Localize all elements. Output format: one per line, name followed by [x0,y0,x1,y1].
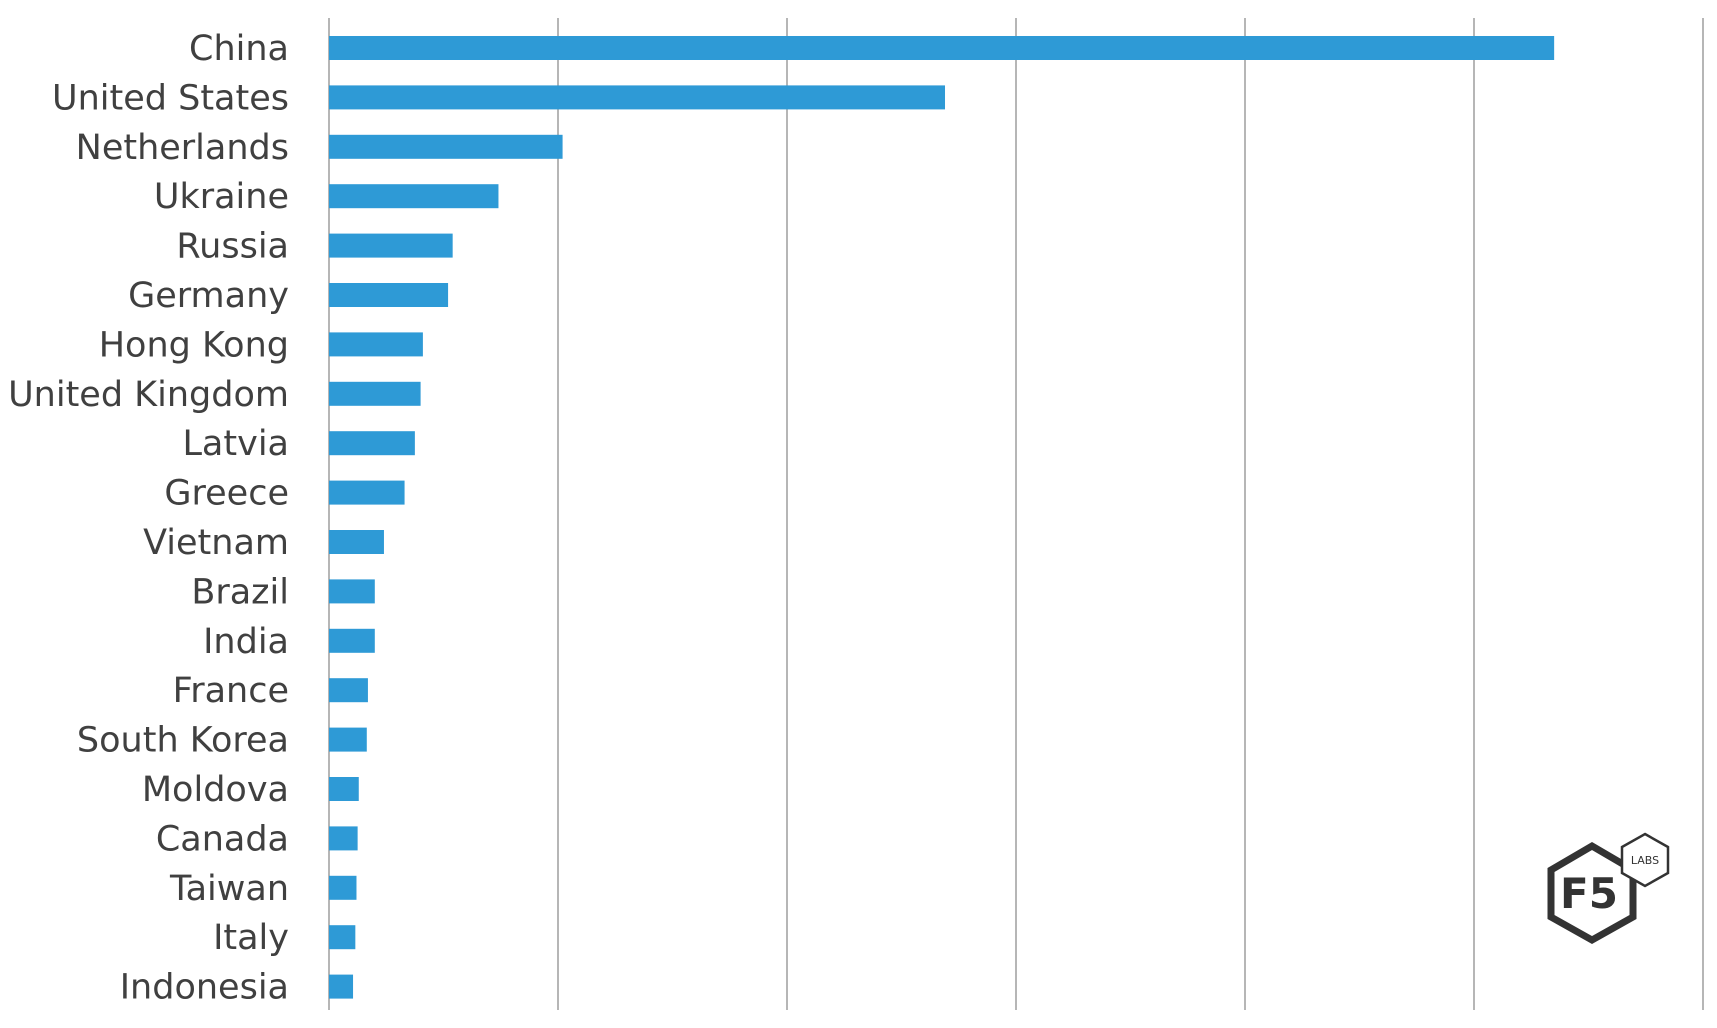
bar-moldova [329,777,359,801]
bar-united-kingdom [329,381,421,406]
f5-logo-text: F5 [1560,869,1618,918]
bar-indonesia [329,974,354,999]
category-label-france: France [173,671,289,711]
category-label-china: China [189,29,289,69]
bar-ukraine [329,184,499,209]
category-label-indonesia: Indonesia [120,968,289,1008]
bar-taiwan [329,875,357,900]
labs-hexagon-icon [1620,832,1670,888]
f5-labs-logo: F5 LABS [1547,832,1670,945]
bar-italy [329,925,356,950]
bar-vietnam [329,530,384,554]
category-label-united-states: United States [52,78,289,118]
bar-hong-kong [329,332,423,357]
bar-france [329,678,368,703]
category-label-germany: Germany [128,276,289,316]
category-label-brazil: Brazil [191,572,289,612]
bar-germany [329,283,449,307]
gridlines [328,18,1704,1010]
bar-south-korea [329,727,367,752]
category-label-taiwan: Taiwan [169,869,289,909]
category-label-netherlands: Netherlands [76,128,289,168]
labs-logo-text: LABS [1631,854,1659,867]
category-label-russia: Russia [176,227,289,267]
bars [329,36,1555,999]
category-label-italy: Italy [213,918,289,958]
bar-greece [329,480,405,505]
category-label-india: India [203,622,289,662]
category-label-south-korea: South Korea [77,721,289,761]
bar-russia [329,233,453,258]
category-label-ukraine: Ukraine [154,177,289,217]
category-label-moldova: Moldova [142,770,289,810]
category-label-greece: Greece [164,474,289,514]
category-label-united-kingdom: United Kingdom [8,375,289,415]
bar-china [329,36,1555,60]
bar-latvia [329,431,415,456]
category-label-vietnam: Vietnam [143,523,289,563]
category-label-latvia: Latvia [182,424,289,464]
bar-brazil [329,579,375,604]
bar-canada [329,826,358,851]
bar-united-states [329,85,946,110]
category-label-hong-kong: Hong Kong [99,325,289,365]
bar-india [329,628,375,653]
category-labels: China United States Netherlands Ukraine Russ… [8,29,289,1008]
category-label-canada: Canada [156,819,289,859]
bar-netherlands [329,134,563,159]
